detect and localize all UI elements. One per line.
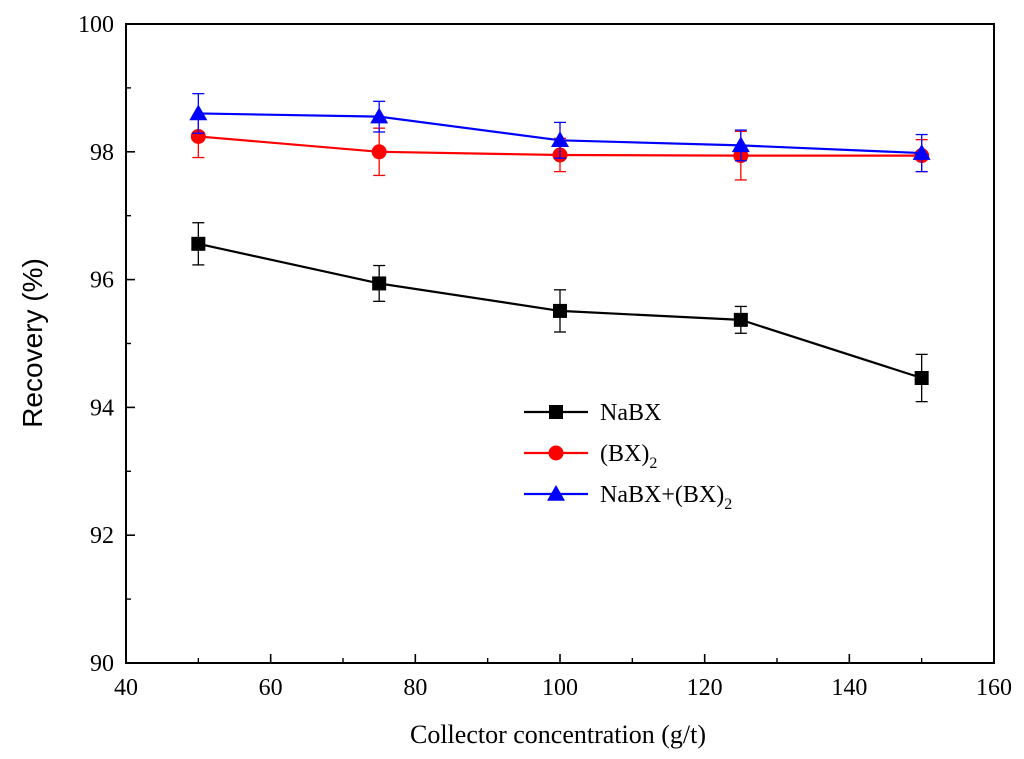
legend-marker — [548, 445, 564, 461]
data-point — [191, 236, 206, 251]
y-tick-label: 92 — [90, 523, 114, 549]
y-tick-label: 94 — [90, 395, 114, 421]
legend: NaBX (BX)2 NaBX+(BX)2 — [524, 400, 732, 513]
plot-frame — [125, 23, 995, 664]
series-layer — [189, 93, 931, 403]
y-tick-label: 90 — [90, 651, 114, 677]
series-2 — [189, 93, 931, 173]
x-tick-label: 100 — [542, 675, 578, 701]
y-axis-title: Recovery (%) — [17, 258, 48, 428]
data-point — [733, 312, 748, 327]
y-tick-label: 100 — [78, 12, 114, 38]
axes: 40 60 80 100 120 140 160 90 92 94 96 98 100 — [78, 12, 1012, 701]
data-point — [370, 107, 389, 124]
x-tick-label: 140 — [831, 675, 867, 701]
data-point — [189, 104, 208, 121]
series-0 — [191, 222, 929, 403]
legend-label: (BX)2 — [600, 441, 657, 472]
legend-item-2: NaBX+(BX)2 — [524, 482, 732, 513]
data-point — [553, 303, 567, 318]
data-point — [912, 144, 931, 160]
legend-marker — [547, 485, 565, 501]
x-axis-title: Collector concentration (g/t) — [410, 720, 706, 749]
data-point — [372, 276, 387, 291]
x-tick-label: 120 — [687, 675, 723, 701]
legend-label: NaBX — [600, 400, 661, 426]
x-tick-label: 40 — [114, 675, 138, 701]
y-tick-label: 98 — [90, 140, 114, 166]
legend-marker — [549, 405, 563, 419]
data-point — [914, 371, 929, 386]
x-tick-label: 60 — [259, 675, 283, 701]
y-tick-label: 96 — [90, 268, 114, 294]
x-tick-label: 80 — [403, 675, 427, 701]
data-point — [551, 131, 569, 148]
data-point — [371, 144, 387, 160]
legend-item-0: NaBX — [524, 400, 661, 426]
legend-label: NaBX+(BX)2 — [600, 482, 732, 513]
legend-item-1: (BX)2 — [524, 441, 657, 472]
data-point — [731, 136, 750, 153]
x-tick-label: 160 — [976, 675, 1012, 701]
